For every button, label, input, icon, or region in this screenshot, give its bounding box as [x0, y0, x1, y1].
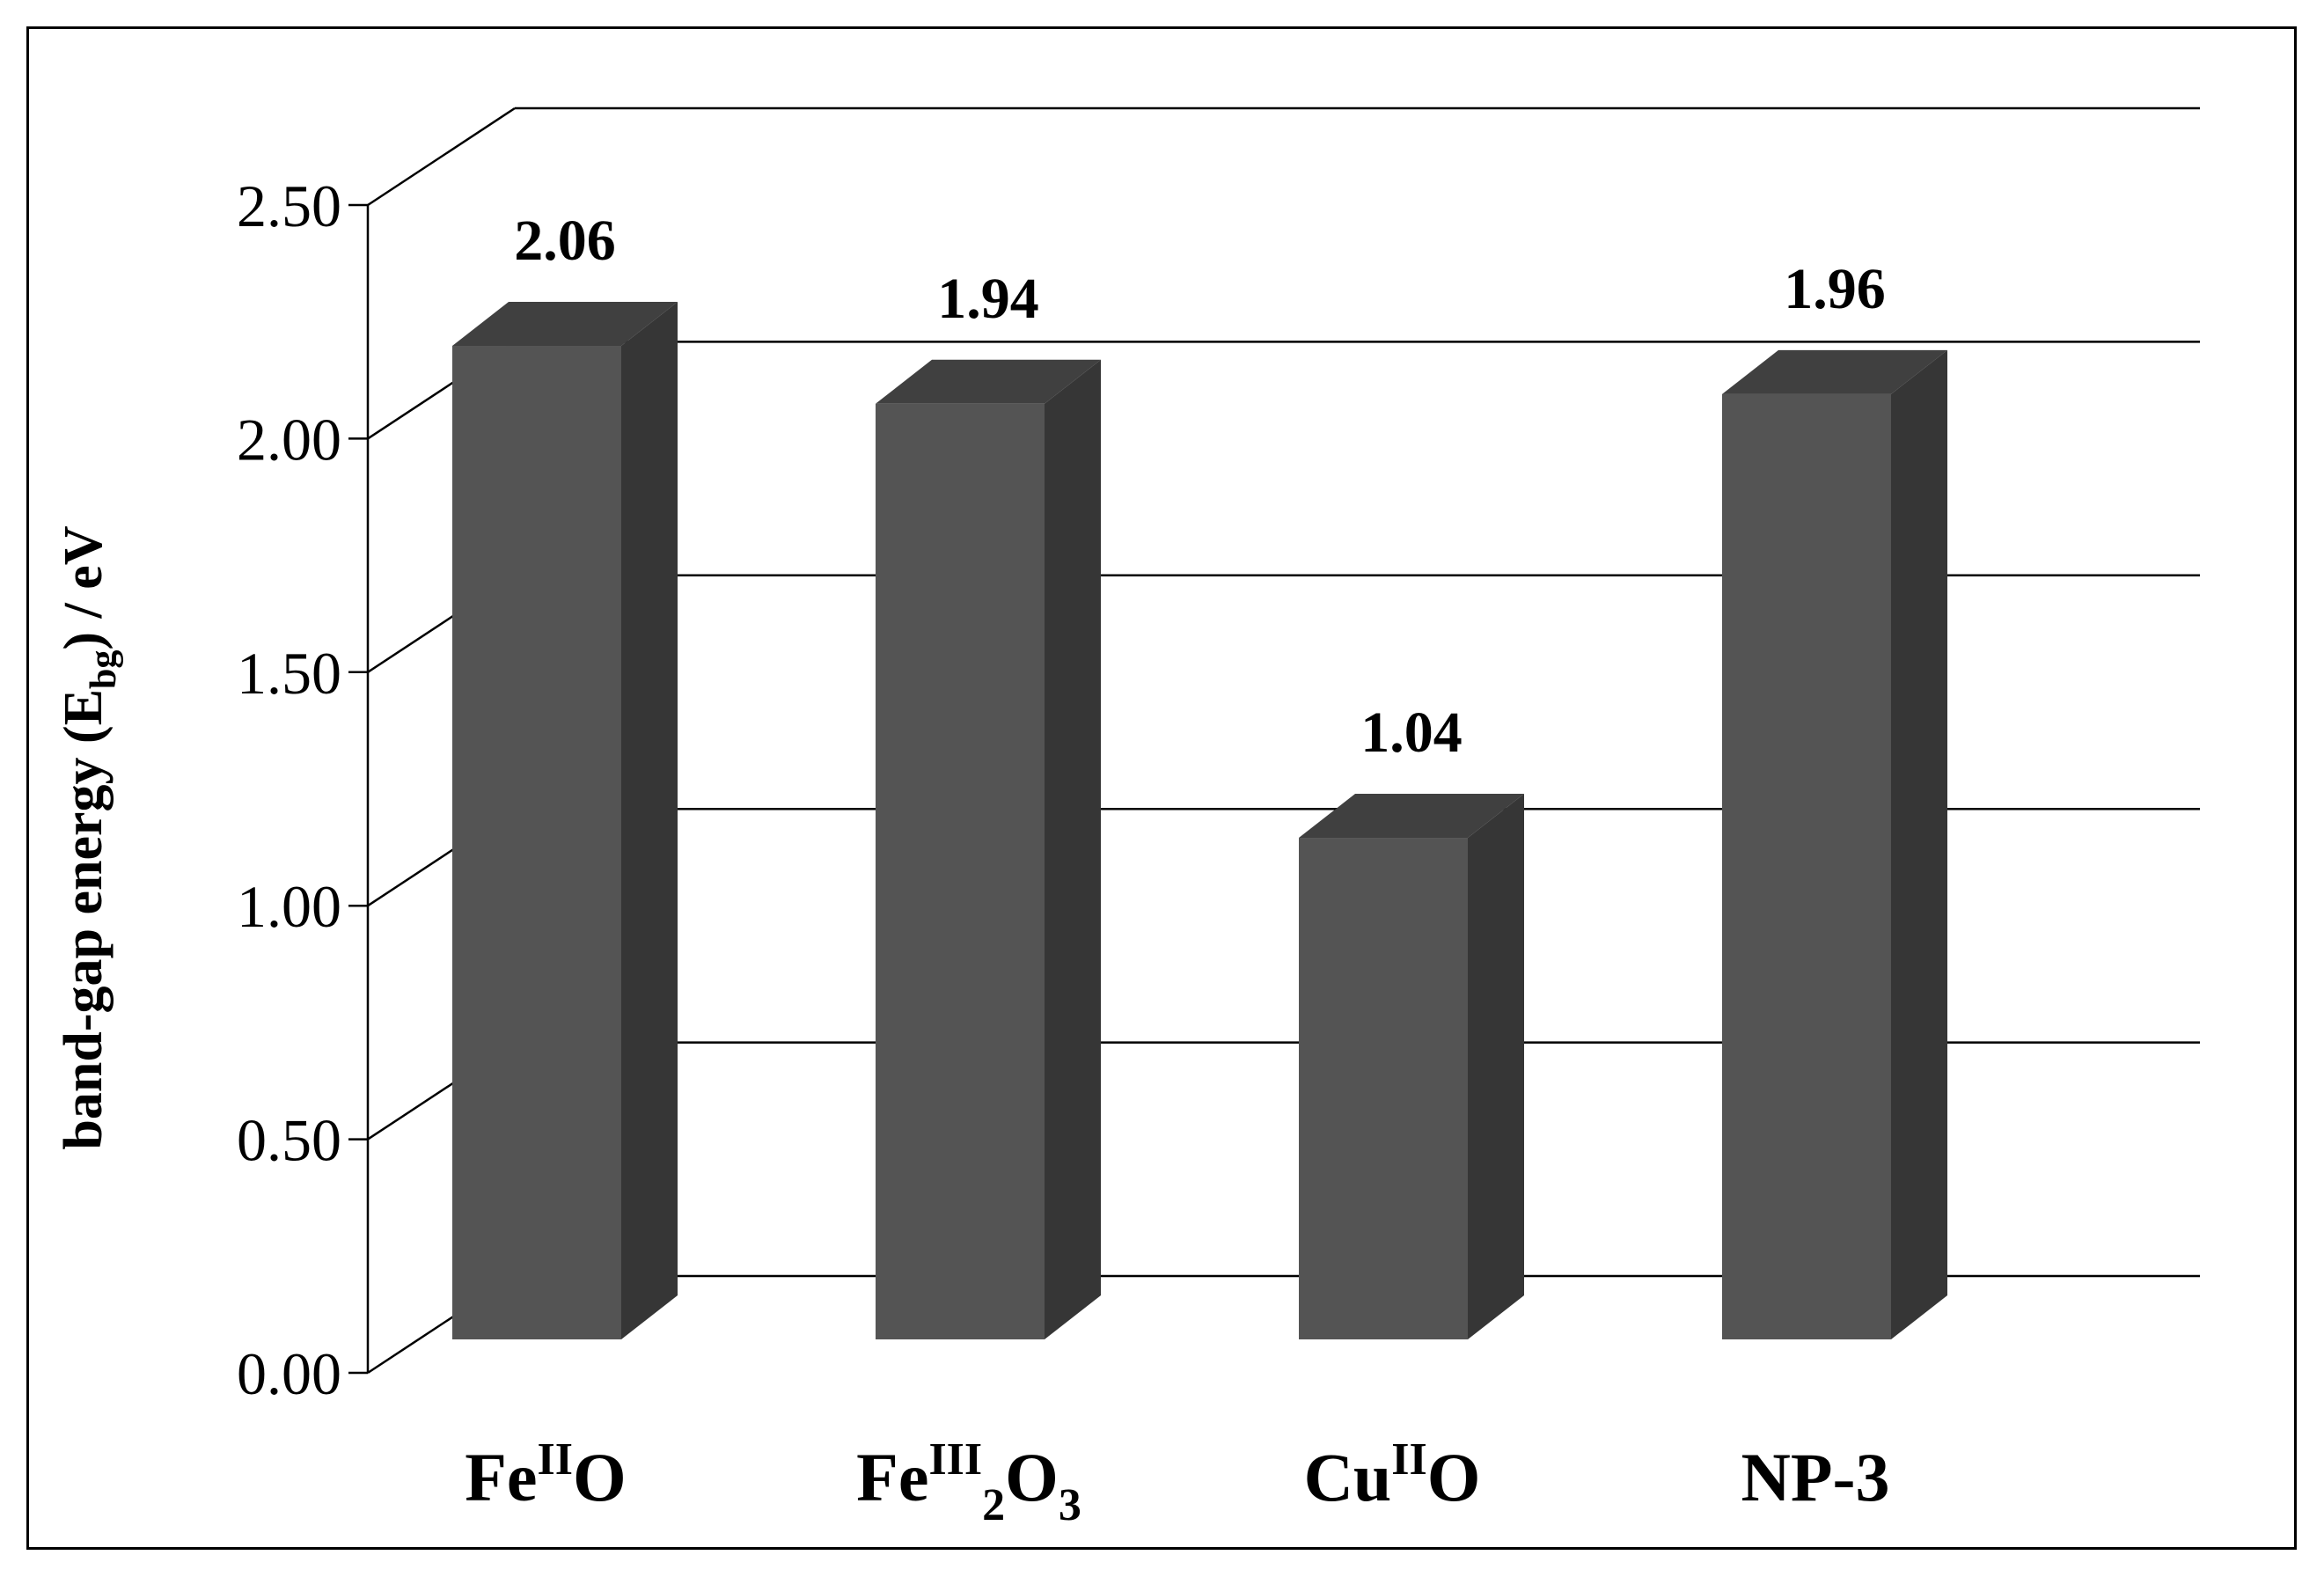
bar-side [1045, 359, 1101, 1339]
bar-top [876, 359, 1101, 404]
category-base: Fe [856, 1439, 928, 1515]
y-tick-label: 2.00 [237, 406, 341, 473]
bar-top [1299, 794, 1524, 839]
bar-front [1299, 838, 1468, 1339]
data-labels: 2.06 1.94 1.04 1.96 [514, 209, 1886, 765]
category-subscript: 2 [982, 1480, 1005, 1530]
category-subscript-2: 3 [1059, 1480, 1081, 1530]
category-superscript: II [1391, 1434, 1426, 1485]
y-axis-title: band-gap energy (Ebg) / eV [54, 525, 124, 1149]
category-base: Fe [465, 1439, 537, 1515]
category-label: CuIIO [1304, 1434, 1481, 1515]
category-superscript: III [928, 1434, 982, 1485]
bar-top [1722, 349, 1947, 394]
y-tick-label: 1.50 [237, 640, 341, 707]
grid-diagonal [367, 106, 516, 207]
bar [876, 359, 1101, 1339]
y-tick-label: 2.50 [237, 172, 341, 239]
category-tail: O [573, 1439, 627, 1515]
category-tail: O [1427, 1439, 1481, 1515]
bar-side [621, 302, 678, 1339]
y-axis-title-subscript: bg [84, 650, 124, 689]
bar [452, 302, 678, 1339]
bar-side [1891, 349, 1947, 1339]
bar-front [876, 403, 1045, 1339]
y-tick-label: 1.00 [237, 873, 341, 940]
y-tick-label: 0.00 [237, 1340, 341, 1407]
category-labels: FeIIO FeIII2O3 CuIIO NP-3 [465, 1434, 1889, 1530]
data-label: 2.06 [514, 209, 616, 273]
bar [1299, 794, 1524, 1339]
y-tick-label: 0.50 [237, 1107, 341, 1174]
category-base: Cu [1304, 1439, 1392, 1515]
data-label: 1.96 [1784, 257, 1886, 321]
bar-front [452, 346, 621, 1339]
bar-top [452, 302, 678, 347]
bar-side [1468, 794, 1524, 1339]
data-label: 1.04 [1360, 700, 1463, 765]
category-label: NP-3 [1741, 1439, 1890, 1515]
y-axis-title-tail: ) / eV [54, 525, 114, 649]
category-base: NP-3 [1741, 1439, 1890, 1515]
category-label: FeIIO [465, 1434, 626, 1515]
data-label: 1.94 [937, 267, 1039, 331]
category-label: FeIII2O3 [856, 1434, 1081, 1530]
category-tail: O [1005, 1439, 1059, 1515]
y-tick-labels: 0.00 0.50 1.00 1.50 2.00 2.50 [237, 172, 341, 1407]
bars [452, 302, 1947, 1339]
bar-front [1722, 393, 1891, 1339]
category-superscript: II [538, 1434, 573, 1485]
y-axis-title-main: band-gap energy (E [54, 689, 114, 1150]
bar [1722, 349, 1947, 1339]
